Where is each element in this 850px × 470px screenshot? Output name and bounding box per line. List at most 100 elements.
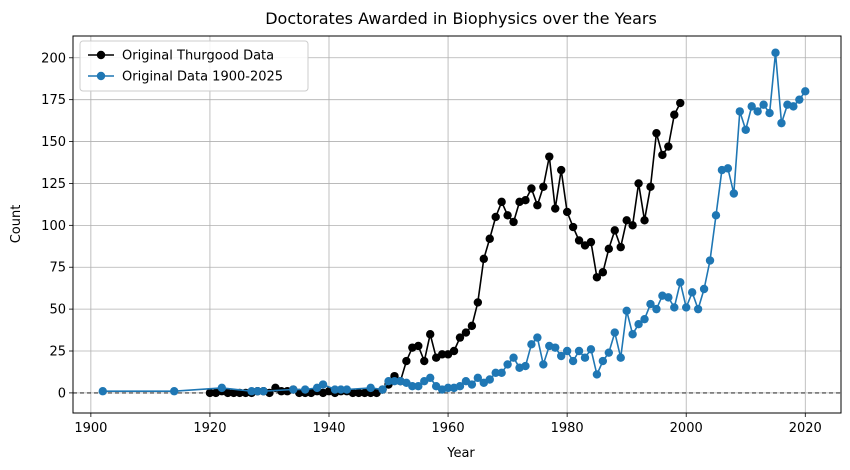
data-point xyxy=(503,360,512,369)
x-axis: 1900 1920 1940 1960 1980 2000 2020 xyxy=(74,413,822,436)
data-point xyxy=(461,328,471,337)
data-point xyxy=(247,387,256,396)
data-point xyxy=(670,303,679,312)
data-point xyxy=(687,288,697,297)
data-point xyxy=(652,128,661,138)
y-tick-label: 0 xyxy=(58,386,66,401)
data-point xyxy=(170,387,179,396)
data-point xyxy=(437,350,447,359)
data-point xyxy=(574,236,584,245)
data-point xyxy=(598,356,608,366)
data-point xyxy=(676,278,685,287)
data-point xyxy=(539,182,548,191)
data-point xyxy=(586,237,596,247)
data-point xyxy=(551,204,560,213)
data-point xyxy=(491,368,500,377)
data-point xyxy=(682,303,691,312)
data-point xyxy=(556,165,566,175)
data-point xyxy=(521,361,530,371)
data-point xyxy=(741,125,750,135)
data-point xyxy=(664,293,673,302)
data-point xyxy=(765,108,774,118)
data-point xyxy=(574,346,584,356)
data-point xyxy=(497,368,506,377)
plot-frame xyxy=(72,35,842,414)
data-point xyxy=(634,179,643,188)
data-point xyxy=(580,353,590,362)
data-point xyxy=(414,381,423,391)
plot-area xyxy=(72,35,842,414)
data-point xyxy=(658,150,667,160)
data-point xyxy=(676,98,685,108)
data-point xyxy=(592,370,602,379)
data-point xyxy=(384,376,393,386)
y-tick-label: 125 xyxy=(41,177,66,192)
data-point xyxy=(289,385,298,394)
data-point xyxy=(360,388,369,398)
data-point xyxy=(521,196,530,205)
data-point xyxy=(801,87,810,96)
data-point xyxy=(670,110,679,119)
data-point xyxy=(664,142,673,151)
x-tick-label: 2020 xyxy=(789,421,822,436)
x-tick-label: 1940 xyxy=(312,421,345,436)
data-point xyxy=(277,387,286,396)
data-point xyxy=(604,244,614,253)
data-point xyxy=(789,102,798,111)
data-point xyxy=(568,356,578,366)
data-point xyxy=(568,222,578,232)
data-point xyxy=(467,380,477,389)
data-point xyxy=(735,107,744,116)
data-point xyxy=(545,152,554,161)
data-point xyxy=(598,268,608,277)
data-point xyxy=(485,234,494,243)
data-point xyxy=(771,48,780,57)
chart-title: Doctorates Awarded in Biophysics over th… xyxy=(265,9,657,28)
data-point xyxy=(634,319,643,329)
data-point xyxy=(592,273,602,282)
data-point xyxy=(610,226,619,235)
y-tick-label: 75 xyxy=(49,261,66,276)
data-point xyxy=(533,201,542,210)
data-point xyxy=(711,211,721,220)
data-point xyxy=(562,346,572,356)
data-point xyxy=(408,381,417,391)
data-point xyxy=(646,182,655,191)
y-tick-label: 25 xyxy=(49,345,66,360)
data-point xyxy=(509,353,518,362)
data-point xyxy=(98,387,107,396)
y-axis-label: Count xyxy=(9,205,24,244)
data-point xyxy=(616,353,625,362)
data-point xyxy=(330,385,340,394)
data-point xyxy=(640,314,649,324)
legend-box xyxy=(79,40,309,92)
data-point xyxy=(426,373,435,383)
data-point xyxy=(539,360,548,369)
legend-entry: Original Data 1900-2025 xyxy=(122,70,283,85)
data-point xyxy=(229,388,238,398)
data-point xyxy=(455,333,465,342)
data-point xyxy=(628,221,637,230)
data-point xyxy=(699,284,709,294)
data-point xyxy=(777,118,786,128)
legend-swatch-marker xyxy=(96,50,106,60)
x-tick-label: 1920 xyxy=(193,421,226,436)
data-point xyxy=(449,346,459,356)
data-point xyxy=(610,328,619,337)
data-point xyxy=(551,343,560,352)
y-tick-label: 50 xyxy=(49,303,66,318)
data-point xyxy=(253,387,262,396)
data-point xyxy=(646,299,655,309)
data-point xyxy=(223,388,232,398)
y-tick-label: 100 xyxy=(41,219,66,234)
data-point xyxy=(586,345,596,354)
data-point xyxy=(342,385,352,394)
data-point xyxy=(259,387,268,396)
data-point xyxy=(652,304,661,314)
data-point xyxy=(414,341,423,351)
data-point xyxy=(497,197,506,207)
x-tick-label: 2000 xyxy=(670,421,703,436)
data-point xyxy=(747,102,756,111)
data-point xyxy=(795,95,804,104)
